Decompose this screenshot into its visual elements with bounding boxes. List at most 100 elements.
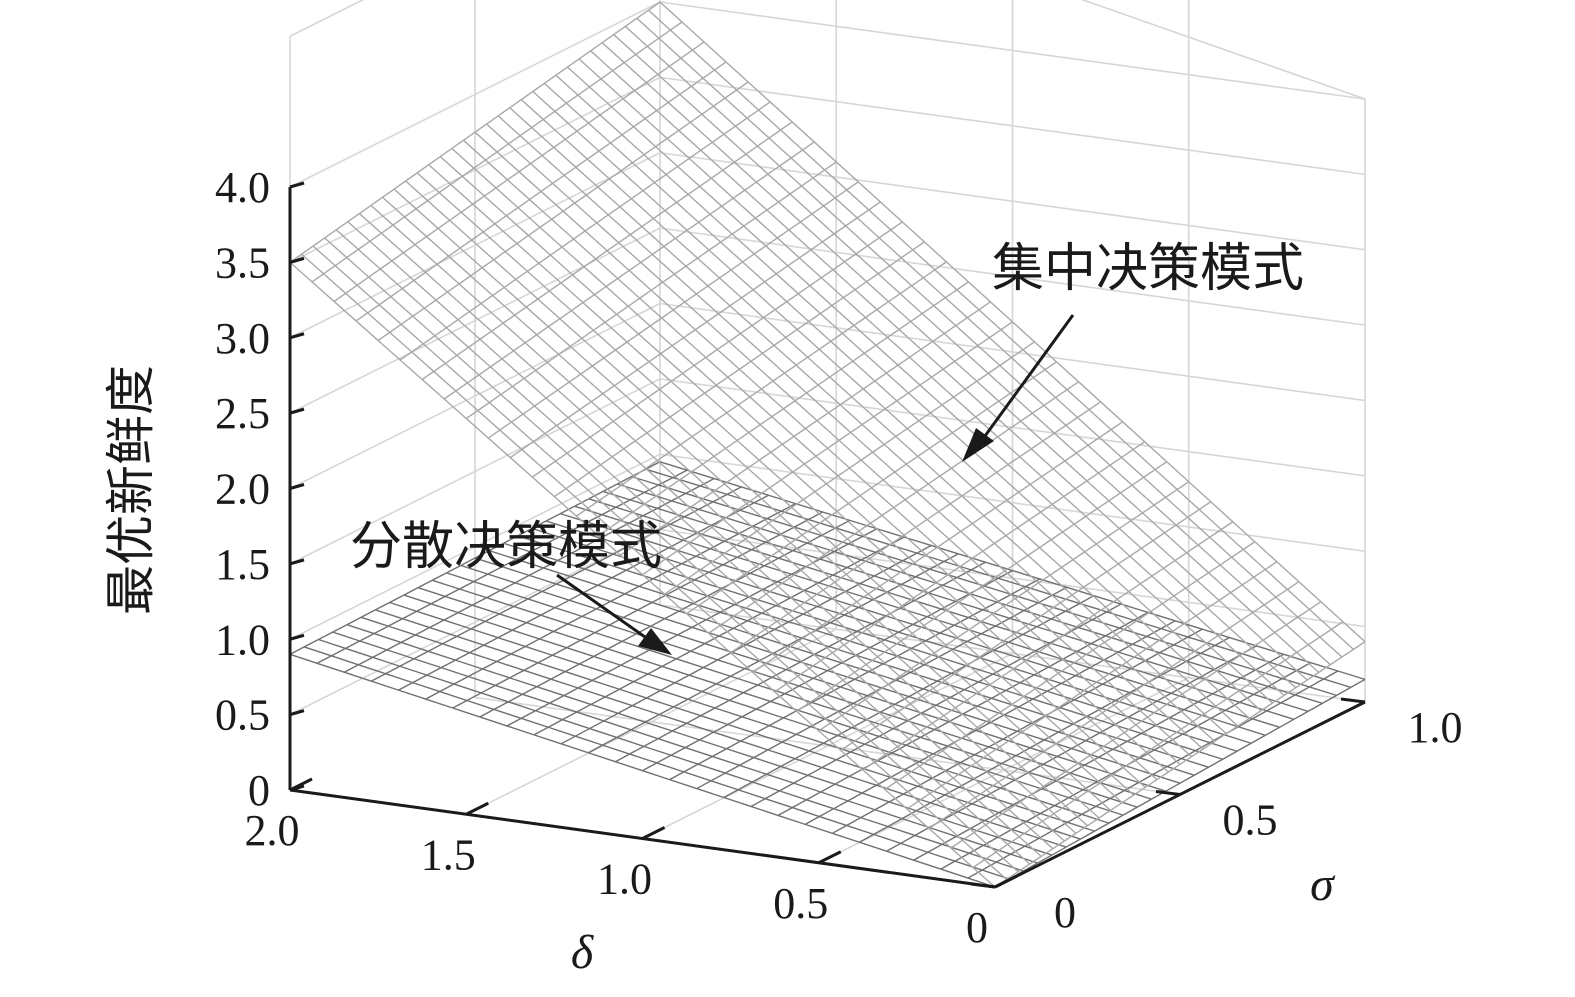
annotation-decentralized: 分散决策模式 [350, 517, 662, 577]
surface-meshline [358, 213, 1065, 842]
surface-meshline [588, 498, 1295, 720]
x-tick-label: 0 [966, 903, 988, 952]
surfaces [289, 1, 1366, 888]
z-tick [289, 709, 305, 717]
surface-meshline [304, 646, 1010, 880]
z-tick [289, 181, 305, 189]
x-tick [818, 850, 842, 865]
surface-meshline [405, 180, 1112, 811]
x-tick-label: 0.5 [773, 879, 828, 928]
surface-meshline [474, 131, 1181, 765]
x-tick [465, 801, 489, 816]
surface-meshline [389, 601, 1095, 832]
surface-meshline [543, 82, 1250, 719]
surface-meshline [346, 624, 1053, 856]
arrow-centralized [962, 314, 1075, 462]
x-tick-label: 1.5 [421, 830, 476, 879]
surface-meshline [531, 527, 1238, 752]
tick-labels: 0 0.5 1.0 1.5 2.0 2.5 3.0 3.5 4.0 2.0 1.5 1.0 0.5 0 0 0… [215, 163, 1463, 952]
z-tick-label: 1.5 [215, 540, 270, 589]
y-tick [1155, 790, 1181, 796]
surface-分散决策模式 [289, 461, 1366, 888]
y-axis-title: σ [1310, 858, 1336, 911]
surface-meshline [509, 107, 1216, 742]
surface-meshline [590, 50, 1297, 689]
surface-meshline [375, 609, 1081, 840]
y-tick [970, 882, 996, 889]
floor-gridline [474, 696, 1181, 796]
y-tick [1340, 697, 1366, 704]
surface-meshline [451, 147, 1158, 781]
surface-meshline [318, 638, 1024, 872]
surface-meshline [432, 579, 1138, 808]
y-tick-label: 1.0 [1408, 703, 1463, 752]
surface-meshline [312, 245, 1019, 873]
z-tick-label: 0 [248, 766, 270, 815]
surface-meshline [647, 9, 1354, 650]
z-tick-label: 1.0 [215, 615, 270, 664]
z-tick-label: 3.5 [215, 238, 270, 287]
surface-meshline [347, 221, 1054, 850]
z-axis-title: 最优新鲜度 [102, 365, 160, 615]
back-wall-gridlines [289, 0, 1366, 864]
surface-meshline [382, 196, 1088, 827]
z-tick-label: 0.5 [215, 691, 270, 740]
surface-meshline [602, 490, 1309, 712]
surface-meshline [324, 237, 1031, 865]
surface-meshline [659, 1, 1366, 643]
surface-meshline [416, 172, 1123, 804]
z-tick-label: 4.0 [215, 163, 270, 212]
axes [288, 181, 1366, 889]
surface-meshline [567, 66, 1273, 704]
surface-meshline [335, 229, 1042, 857]
surface-meshline [555, 74, 1262, 712]
z-tick-label: 2.0 [215, 465, 270, 514]
surface-meshline [289, 261, 996, 888]
surface-meshline [631, 475, 1337, 697]
surface-meshline [645, 468, 1351, 689]
surface-meshline [517, 535, 1223, 760]
z-tick-label: 3.0 [215, 314, 270, 363]
surface-meshline [301, 253, 1008, 880]
x-tick [994, 874, 1018, 889]
z-tick [289, 407, 305, 415]
surface-meshline [446, 572, 1152, 800]
surface-meshline [601, 42, 1308, 681]
annotation-centralized: 集中决策模式 [992, 239, 1304, 299]
surface-meshline [574, 505, 1280, 728]
surface-meshline [289, 653, 996, 888]
surface-meshline [393, 188, 1100, 819]
surface-meshline [474, 557, 1181, 784]
surface-meshline [486, 123, 1193, 758]
surface-meshline [613, 34, 1320, 673]
surface-meshline [624, 25, 1331, 666]
surface-meshline [460, 564, 1166, 792]
surface-meshline [497, 115, 1204, 750]
right-wall-top [1080, 0, 1366, 100]
x-tick [641, 826, 666, 840]
x-axis-title: δ [571, 926, 594, 979]
surface-meshline [636, 17, 1343, 658]
x-tick-label: 2.0 [245, 806, 300, 855]
surface-meshline [520, 99, 1227, 735]
surface-meshline [370, 204, 1077, 834]
z-tick-label: 2.5 [215, 389, 270, 438]
z-tick [289, 332, 305, 340]
surface-meshline [439, 156, 1146, 788]
arrow-decentralized [556, 573, 672, 655]
surface-集中决策模式 [289, 1, 1366, 888]
surface-meshline [428, 164, 1135, 796]
z-tick [289, 256, 305, 264]
surface-meshline [532, 90, 1239, 727]
z-tick [289, 558, 305, 566]
y-tick-label: 0 [1054, 888, 1076, 937]
surface-meshline [332, 631, 1038, 864]
x-tick [289, 777, 313, 792]
z-tick [289, 633, 305, 641]
y-tick-label: 0.5 [1223, 796, 1278, 845]
surface-meshline [659, 461, 1366, 681]
surface-meshline [578, 58, 1285, 696]
surface-meshline [403, 594, 1110, 824]
z-tick [289, 483, 305, 490]
